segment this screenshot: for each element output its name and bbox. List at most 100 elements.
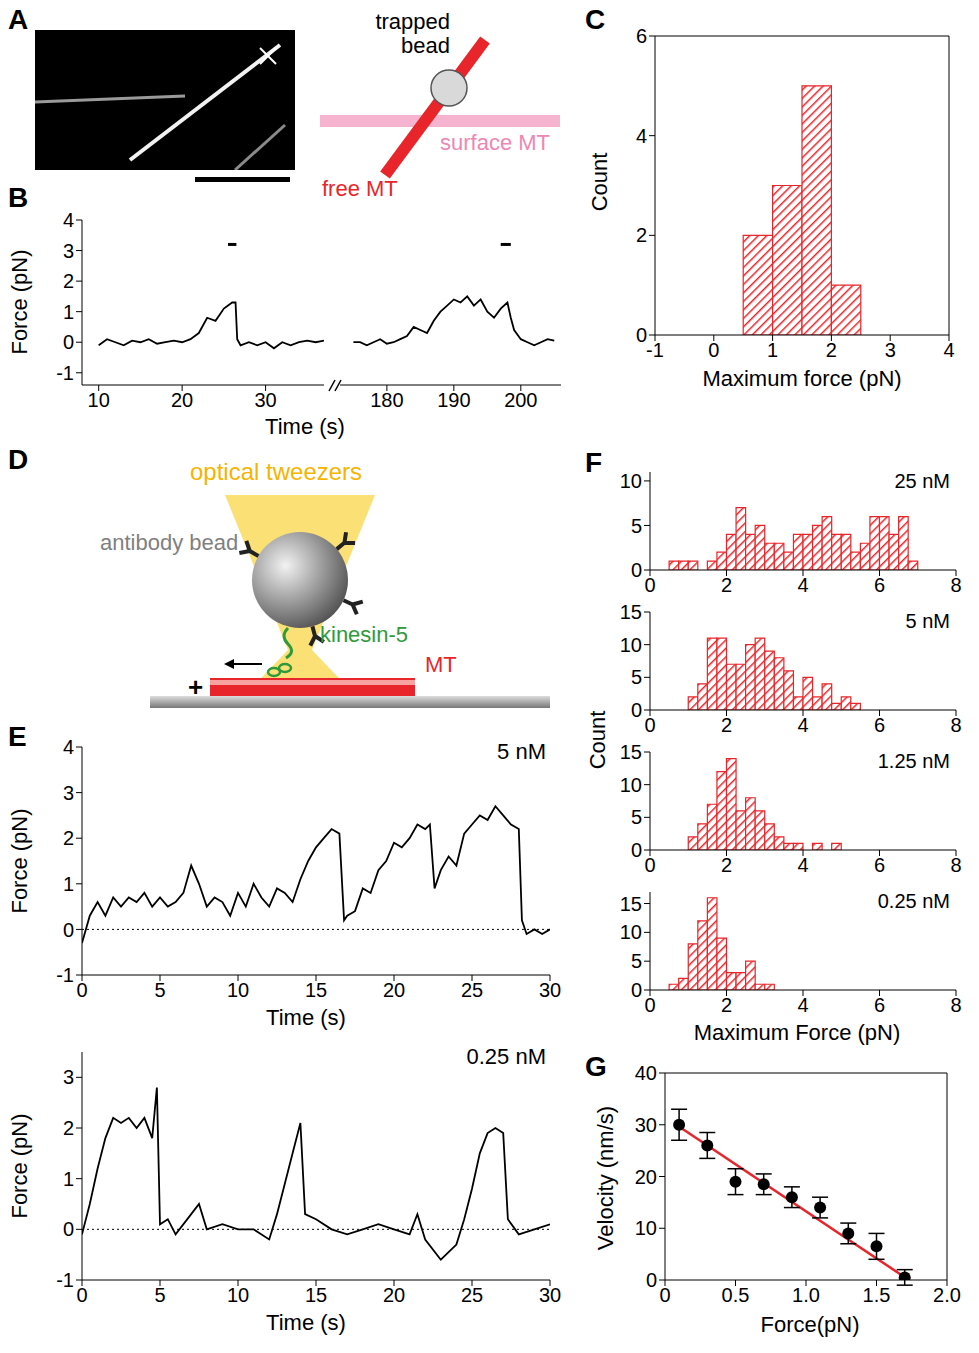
svg-text:3: 3 xyxy=(63,782,74,804)
html-text:trapped bead: trapped bead xyxy=(375,9,450,58)
svg-text:10: 10 xyxy=(620,774,642,796)
svg-text:1: 1 xyxy=(767,339,778,361)
svg-text:0: 0 xyxy=(708,339,719,361)
svg-text:40: 40 xyxy=(635,1062,657,1084)
svg-text:0: 0 xyxy=(636,324,647,346)
svg-text:8: 8 xyxy=(950,574,961,596)
svg-text:-1: -1 xyxy=(646,339,664,361)
svg-text:0.5: 0.5 xyxy=(722,1284,750,1306)
svg-text:4: 4 xyxy=(943,339,954,361)
svg-text:antibody bead: antibody bead xyxy=(100,530,238,555)
svg-text:10: 10 xyxy=(620,921,642,943)
svg-text:10: 10 xyxy=(635,1217,657,1239)
svg-text:4: 4 xyxy=(63,736,74,758)
svg-text:25: 25 xyxy=(461,1284,483,1306)
svg-text:2: 2 xyxy=(63,1117,74,1139)
svg-text:200: 200 xyxy=(504,389,537,411)
svg-text:0: 0 xyxy=(63,1218,74,1240)
svg-text:20: 20 xyxy=(635,1166,657,1188)
svg-text:0: 0 xyxy=(63,919,74,941)
svg-text:1: 1 xyxy=(63,873,74,895)
svg-text:2: 2 xyxy=(826,339,837,361)
svg-text:10: 10 xyxy=(227,1284,249,1306)
svg-text:0: 0 xyxy=(631,979,642,1001)
svg-text:optical tweezers: optical tweezers xyxy=(190,458,362,485)
svg-text:2: 2 xyxy=(63,270,74,292)
svg-text:30: 30 xyxy=(539,1284,561,1306)
svg-text:2.0: 2.0 xyxy=(933,1284,961,1306)
svg-text:1: 1 xyxy=(63,1168,74,1190)
svg-text:30: 30 xyxy=(254,389,276,411)
svg-text:5: 5 xyxy=(631,666,642,688)
svg-text:15: 15 xyxy=(620,893,642,915)
svg-text:2: 2 xyxy=(721,574,732,596)
svg-text:2: 2 xyxy=(636,224,647,246)
svg-text:5: 5 xyxy=(631,806,642,828)
svg-text:25: 25 xyxy=(461,979,483,1001)
svg-text:10: 10 xyxy=(88,389,110,411)
svg-text:15: 15 xyxy=(620,741,642,763)
svg-text:0: 0 xyxy=(63,331,74,353)
svg-text:2: 2 xyxy=(721,714,732,736)
svg-text:4: 4 xyxy=(797,994,808,1016)
svg-text:-1: -1 xyxy=(56,362,74,384)
svg-text:MT: MT xyxy=(425,652,457,677)
svg-text:2: 2 xyxy=(721,994,732,1016)
svg-text:0: 0 xyxy=(644,994,655,1016)
svg-text:1.5: 1.5 xyxy=(863,1284,891,1306)
svg-text:5: 5 xyxy=(154,1284,165,1306)
svg-text:0: 0 xyxy=(631,839,642,861)
svg-text:6: 6 xyxy=(874,574,885,596)
svg-text:3: 3 xyxy=(885,339,896,361)
svg-text:0: 0 xyxy=(644,714,655,736)
svg-text:10: 10 xyxy=(620,634,642,656)
svg-text:10: 10 xyxy=(620,470,642,492)
svg-text:0: 0 xyxy=(631,699,642,721)
svg-text:2: 2 xyxy=(63,827,74,849)
svg-text:0: 0 xyxy=(644,574,655,596)
svg-text:20: 20 xyxy=(383,1284,405,1306)
svg-text:0: 0 xyxy=(659,1284,670,1306)
svg-text:0: 0 xyxy=(644,854,655,876)
svg-text:2: 2 xyxy=(721,854,732,876)
svg-text:6: 6 xyxy=(874,854,885,876)
svg-text:15: 15 xyxy=(305,979,327,1001)
svg-text:8: 8 xyxy=(950,994,961,1016)
svg-text:8: 8 xyxy=(950,854,961,876)
svg-text:15: 15 xyxy=(620,601,642,623)
svg-text:30: 30 xyxy=(539,979,561,1001)
svg-text:4: 4 xyxy=(797,854,808,876)
svg-text:20: 20 xyxy=(171,389,193,411)
svg-text:1.0: 1.0 xyxy=(792,1284,820,1306)
svg-text:20: 20 xyxy=(383,979,405,1001)
svg-text:5: 5 xyxy=(631,950,642,972)
svg-text:0: 0 xyxy=(76,1284,87,1306)
svg-text:-1: -1 xyxy=(56,964,74,986)
svg-text:kinesin-5: kinesin-5 xyxy=(320,622,408,647)
svg-text:0: 0 xyxy=(646,1269,657,1291)
svg-text:5: 5 xyxy=(154,979,165,1001)
html-text:free MT: free MT xyxy=(322,176,398,201)
svg-text:3: 3 xyxy=(63,1066,74,1088)
svg-text:5: 5 xyxy=(631,515,642,537)
svg-text:6: 6 xyxy=(874,994,885,1016)
svg-text:4: 4 xyxy=(797,574,808,596)
svg-text:4: 4 xyxy=(636,125,647,147)
svg-text:15: 15 xyxy=(305,1284,327,1306)
svg-text:1: 1 xyxy=(63,301,74,323)
svg-text:4: 4 xyxy=(63,209,74,231)
svg-text:8: 8 xyxy=(950,714,961,736)
svg-text:6: 6 xyxy=(636,25,647,47)
svg-text:0: 0 xyxy=(76,979,87,1001)
svg-text:0: 0 xyxy=(631,559,642,581)
svg-text:3: 3 xyxy=(63,240,74,262)
html-text:surface MT: surface MT xyxy=(440,130,550,155)
svg-text:190: 190 xyxy=(437,389,470,411)
svg-text:180: 180 xyxy=(370,389,403,411)
svg-text:-1: -1 xyxy=(56,1269,74,1291)
svg-text:30: 30 xyxy=(635,1114,657,1136)
svg-text:6: 6 xyxy=(874,714,885,736)
svg-text:+: + xyxy=(188,672,203,702)
svg-text:10: 10 xyxy=(227,979,249,1001)
svg-text:4: 4 xyxy=(797,714,808,736)
